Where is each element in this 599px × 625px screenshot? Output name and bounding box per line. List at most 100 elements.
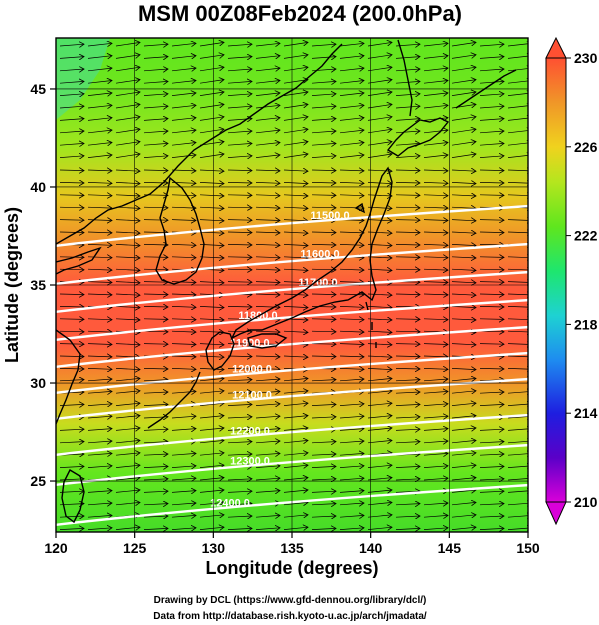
wind-arrow	[227, 44, 252, 46]
wind-arrow	[339, 68, 364, 71]
wind-arrow	[255, 130, 280, 133]
wind-arrow	[339, 441, 364, 443]
wind-arrow	[199, 117, 224, 121]
wind-arrow	[199, 257, 224, 258]
wind-arrow	[451, 502, 476, 504]
wind-arrow	[451, 170, 476, 171]
wind-arrow	[507, 441, 528, 443]
wind-arrow	[115, 368, 140, 369]
wind-arrow	[423, 515, 448, 517]
wind-arrow	[367, 306, 392, 307]
wind-arrow	[115, 378, 140, 380]
wind-arrow	[367, 117, 392, 121]
wind-arrow	[171, 344, 196, 345]
wind-arrow	[199, 195, 224, 196]
wind-arrow	[283, 306, 308, 307]
wind-arrow	[143, 94, 168, 96]
wind-arrow	[227, 319, 252, 320]
height-contour	[56, 413, 528, 456]
coastline-korea	[155, 176, 205, 285]
wind-arrow	[367, 42, 392, 47]
wind-arrow	[479, 306, 504, 307]
wind-arrow	[395, 442, 420, 443]
wind-arrow	[59, 156, 84, 158]
wind-arrow	[367, 232, 392, 233]
wind-arrow	[171, 282, 196, 283]
wind-arrow	[143, 244, 168, 245]
wind-arrow	[283, 42, 308, 47]
wind-arrow	[423, 441, 448, 443]
wind-arrow	[59, 207, 84, 208]
wind-arrow	[479, 319, 504, 320]
wind-arrow	[339, 195, 364, 196]
wind-arrow	[87, 368, 112, 369]
wind-arrow	[199, 80, 224, 84]
wind-arrow	[227, 282, 252, 283]
wind-arrow	[395, 69, 420, 71]
wind-arrow	[199, 416, 224, 418]
wind-arrow	[199, 391, 224, 393]
wind-arrow	[115, 67, 140, 72]
wind-arrow	[507, 195, 528, 196]
contour-label: 12400.0	[210, 497, 250, 509]
wind-arrow	[115, 232, 140, 233]
wind-arrow	[199, 403, 224, 405]
wind-arrow	[171, 429, 196, 431]
wind-arrow	[199, 502, 224, 504]
wind-arrow	[59, 331, 84, 332]
wind-arrow	[395, 319, 420, 320]
x-tick-label: 140	[359, 540, 383, 556]
wind-arrow	[171, 93, 196, 96]
wind-arrow	[479, 479, 504, 480]
wind-arrow	[199, 378, 224, 380]
wind-arrow	[227, 195, 252, 196]
wind-arrow	[479, 282, 504, 283]
wind-arrow	[367, 515, 392, 517]
x-tick-label: 130	[202, 540, 226, 556]
wind-arrow	[171, 294, 196, 295]
wind-arrow	[367, 453, 392, 455]
wind-arrow	[479, 94, 504, 96]
wind-arrow	[143, 257, 168, 258]
colorbar-tick-label: 222	[574, 228, 598, 244]
wind-arrow	[395, 479, 420, 480]
wind-arrow	[255, 232, 280, 233]
wind-arrow	[255, 368, 280, 369]
wind-arrow	[143, 491, 168, 492]
wind-arrow	[227, 442, 252, 443]
wind-arrow	[507, 220, 528, 221]
wind-arrow	[367, 294, 392, 295]
wind-arrow	[451, 55, 476, 59]
wind-arrow	[255, 379, 280, 381]
wind-arrow	[255, 331, 280, 332]
wind-arrow	[171, 466, 196, 468]
wind-arrow	[115, 257, 140, 258]
wind-arrow	[339, 515, 364, 517]
wind-arrow	[507, 491, 528, 493]
wind-arrow	[255, 182, 280, 183]
wind-arrow	[451, 368, 476, 369]
wind-arrow	[143, 454, 168, 455]
wind-arrow	[423, 368, 448, 369]
wind-arrow	[507, 416, 528, 418]
wind-arrow	[115, 142, 140, 146]
wind-arrow	[227, 368, 252, 369]
wind-arrow	[395, 331, 420, 332]
wind-arrow	[311, 306, 336, 307]
wind-arrow	[423, 207, 448, 208]
wind-arrow	[339, 429, 364, 431]
wind-arrow	[451, 182, 476, 183]
wind-arrow	[59, 368, 84, 369]
wind-arrow	[115, 428, 140, 430]
wind-arrow	[395, 131, 420, 133]
wind-vectors	[59, 42, 528, 529]
wind-arrow	[171, 143, 196, 146]
wind-arrow	[87, 453, 112, 455]
wind-arrow	[283, 378, 308, 380]
wind-arrow	[115, 465, 140, 467]
wind-arrow	[143, 106, 168, 108]
axis-ticks: 120 125 130 135 140 145 150 25 30 35 40 45	[30, 81, 539, 556]
wind-arrow	[367, 80, 392, 84]
wind-arrow	[311, 454, 336, 455]
wind-arrow	[115, 55, 140, 59]
